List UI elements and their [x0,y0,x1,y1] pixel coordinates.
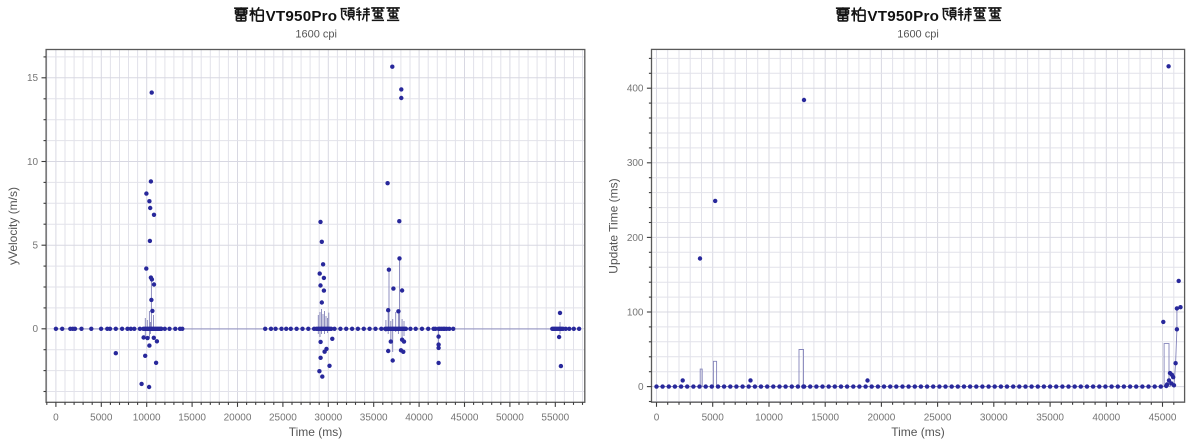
svg-text:35000: 35000 [360,413,388,424]
svg-text:25000: 25000 [269,413,297,424]
svg-text:15000: 15000 [811,413,839,424]
svg-text:10: 10 [27,157,39,168]
svg-text:10000: 10000 [133,413,161,424]
svg-text:5: 5 [33,241,39,252]
svg-text:10000: 10000 [755,413,783,424]
svg-text:400: 400 [627,84,644,95]
svg-text:15000: 15000 [178,413,206,424]
svg-text:1600 cpi: 1600 cpi [295,29,337,41]
svg-text:55000: 55000 [541,413,569,424]
svg-text:35000: 35000 [1036,413,1064,424]
svg-text:40000: 40000 [405,413,433,424]
svg-text:30000: 30000 [980,413,1008,424]
svg-text:100: 100 [627,307,644,318]
svg-text:Time (ms): Time (ms) [891,425,945,439]
svg-text:15: 15 [27,73,39,84]
svg-text:VT950Pro: VT950Pro [867,8,939,25]
svg-text:300: 300 [627,158,644,169]
svg-text:25000: 25000 [924,413,952,424]
svg-text:0: 0 [654,413,660,424]
svg-text:45000: 45000 [1149,413,1177,424]
svg-text:20000: 20000 [867,413,895,424]
svg-text:0: 0 [638,382,644,393]
svg-text:1600 cpi: 1600 cpi [897,29,939,41]
svg-text:20000: 20000 [224,413,252,424]
svg-text:5000: 5000 [702,413,725,424]
svg-text:5000: 5000 [90,413,113,424]
svg-text:50000: 50000 [496,413,524,424]
svg-text:0: 0 [33,324,39,335]
svg-text:40000: 40000 [1092,413,1120,424]
svg-text:0: 0 [53,413,59,424]
svg-text:Time (ms): Time (ms) [289,425,343,439]
svg-text:yVelocity (m/s): yVelocity (m/s) [6,187,20,265]
svg-text:Update Time (ms): Update Time (ms) [607,178,621,273]
svg-text:VT950Pro: VT950Pro [266,8,338,25]
svg-text:30000: 30000 [314,413,342,424]
svg-text:200: 200 [627,233,644,244]
svg-text:45000: 45000 [451,413,479,424]
